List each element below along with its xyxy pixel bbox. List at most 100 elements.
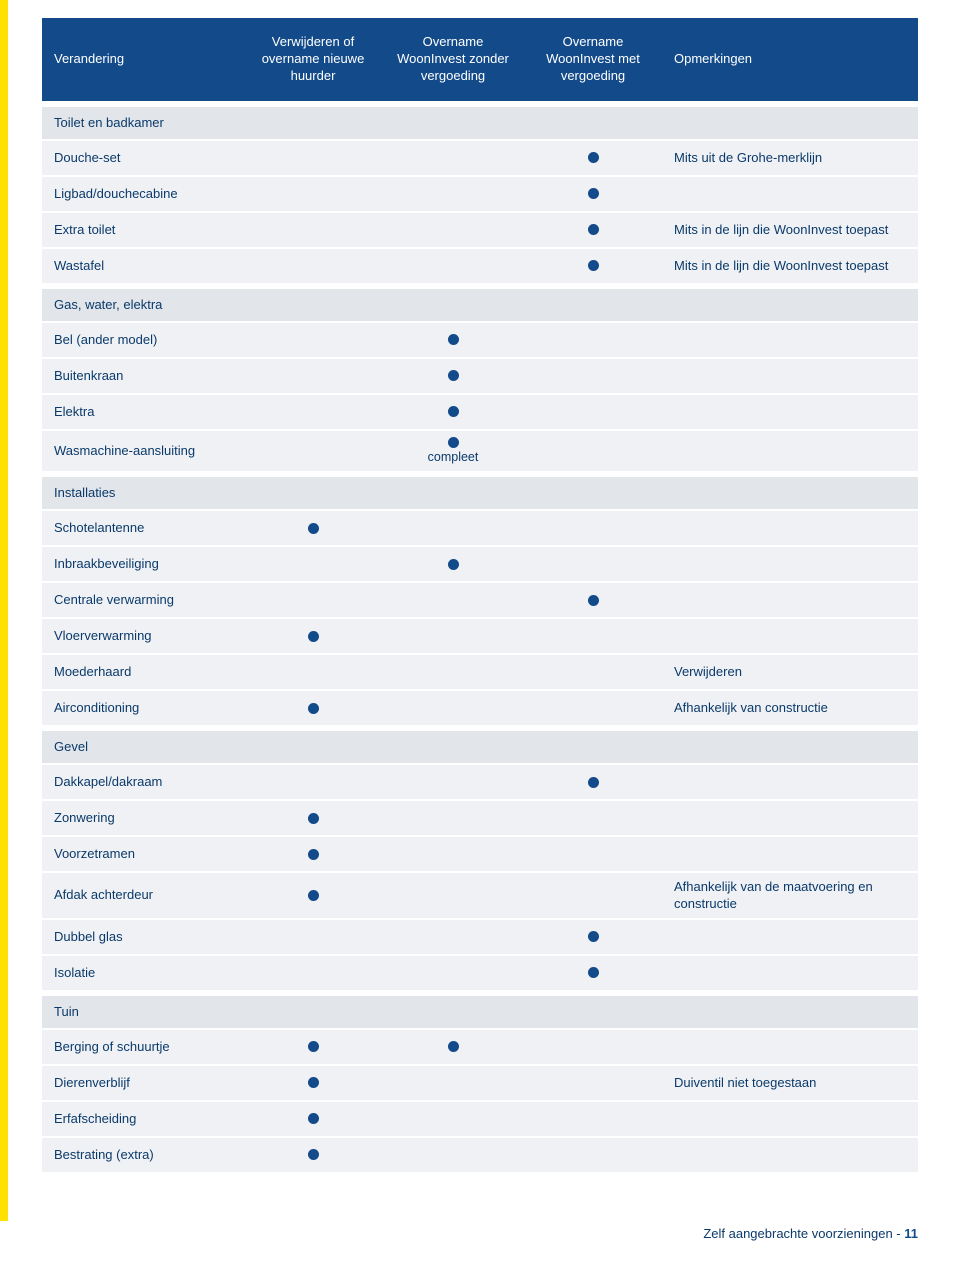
row-label: Bestrating (extra) xyxy=(42,1138,242,1172)
row-col-verwijderen xyxy=(242,1030,382,1064)
row-col-met-vergoeding xyxy=(522,837,662,871)
row-col-zonder-vergoeding xyxy=(382,655,522,689)
row-note: Duiventil niet toegestaan xyxy=(662,1066,918,1100)
row-label: Vloerverwarming xyxy=(42,619,242,653)
row-col-met-vergoeding xyxy=(522,619,662,653)
row-col-zonder-vergoeding xyxy=(382,583,522,617)
table-row: Schotelantenne xyxy=(42,509,918,545)
row-note xyxy=(662,177,918,211)
row-col-zonder-vergoeding xyxy=(382,873,522,918)
table-row: Erfafscheiding xyxy=(42,1100,918,1136)
section-empty xyxy=(522,996,662,1028)
table-row: MoederhaardVerwijderen xyxy=(42,653,918,689)
row-note xyxy=(662,1138,918,1172)
row-col-met-vergoeding xyxy=(522,511,662,545)
row-note xyxy=(662,956,918,990)
table-row: Buitenkraan xyxy=(42,357,918,393)
row-note: Afhankelijk van constructie xyxy=(662,691,918,725)
section-empty xyxy=(242,996,382,1028)
page-footer: Zelf aangebrachte voorzieningen - 11 xyxy=(42,1226,918,1241)
table-row: Afdak achterdeurAfhankelijk van de maatv… xyxy=(42,871,918,918)
row-note xyxy=(662,765,918,799)
row-label: Dakkapel/dakraam xyxy=(42,765,242,799)
table-row: Bel (ander model) xyxy=(42,321,918,357)
row-col-verwijderen xyxy=(242,511,382,545)
section-empty xyxy=(662,996,918,1028)
row-col-verwijderen xyxy=(242,249,382,283)
row-col-met-vergoeding xyxy=(522,359,662,393)
row-col-verwijderen xyxy=(242,547,382,581)
section-empty xyxy=(382,731,522,763)
row-col-verwijderen xyxy=(242,920,382,954)
row-col-verwijderen xyxy=(242,873,382,918)
row-label: Dubbel glas xyxy=(42,920,242,954)
row-label: Buitenkraan xyxy=(42,359,242,393)
row-col-met-vergoeding xyxy=(522,1138,662,1172)
row-label: Centrale verwarming xyxy=(42,583,242,617)
header-col-zonder-vergoeding: Overname WoonInvest zonder vergoeding xyxy=(382,18,522,101)
row-label: Inbraakbeveiliging xyxy=(42,547,242,581)
section-header-row: Gas, water, elektra xyxy=(42,289,918,321)
row-note: Verwijderen xyxy=(662,655,918,689)
row-note xyxy=(662,511,918,545)
row-col-zonder-vergoeding xyxy=(382,837,522,871)
row-label: Extra toilet xyxy=(42,213,242,247)
table-header-row: Verandering Verwijderen of overname nieu… xyxy=(42,18,918,101)
section-empty xyxy=(382,289,522,321)
row-note xyxy=(662,547,918,581)
row-label: Wasmachine-aansluiting xyxy=(42,431,242,472)
row-col-met-vergoeding xyxy=(522,431,662,472)
header-col-met-vergoeding: Overname WoonInvest met vergoeding xyxy=(522,18,662,101)
section-title: Installaties xyxy=(42,477,242,509)
row-label: Berging of schuurtje xyxy=(42,1030,242,1064)
header-col-verandering: Verandering xyxy=(42,18,242,101)
section-empty xyxy=(382,107,522,139)
section-empty xyxy=(522,107,662,139)
row-col-zonder-vergoeding xyxy=(382,920,522,954)
row-col-met-vergoeding xyxy=(522,1102,662,1136)
row-note xyxy=(662,837,918,871)
row-col-verwijderen xyxy=(242,691,382,725)
row-col-zonder-vergoeding xyxy=(382,359,522,393)
row-col-verwijderen xyxy=(242,837,382,871)
table-row: Isolatie xyxy=(42,954,918,990)
row-col-zonder-vergoeding xyxy=(382,323,522,357)
row-col-verwijderen xyxy=(242,583,382,617)
row-col-zonder-vergoeding xyxy=(382,619,522,653)
header-col-verwijderen: Verwijderen of overname nieuwe huurder xyxy=(242,18,382,101)
section-empty xyxy=(662,477,918,509)
row-col-verwijderen xyxy=(242,956,382,990)
row-col-verwijderen xyxy=(242,1138,382,1172)
table-row: Zonwering xyxy=(42,799,918,835)
row-label: Schotelantenne xyxy=(42,511,242,545)
row-col-verwijderen xyxy=(242,141,382,175)
table-row: Ligbad/douchecabine xyxy=(42,175,918,211)
row-col-met-vergoeding xyxy=(522,213,662,247)
section-header-row: Toilet en badkamer xyxy=(42,107,918,139)
row-note xyxy=(662,1030,918,1064)
row-col-verwijderen xyxy=(242,177,382,211)
row-col-verwijderen xyxy=(242,213,382,247)
row-col-verwijderen xyxy=(242,801,382,835)
footer-text: Zelf aangebrachte voorzieningen - xyxy=(703,1226,900,1241)
row-col-zonder-vergoeding xyxy=(382,249,522,283)
table-row: Centrale verwarming xyxy=(42,581,918,617)
row-col-verwijderen xyxy=(242,1102,382,1136)
footer-page-number: 11 xyxy=(904,1226,918,1241)
row-note xyxy=(662,323,918,357)
row-col-met-vergoeding xyxy=(522,765,662,799)
row-label: Dierenverblijf xyxy=(42,1066,242,1100)
section-empty xyxy=(242,107,382,139)
row-col-met-vergoeding xyxy=(522,1030,662,1064)
table-row: Dubbel glas xyxy=(42,918,918,954)
row-note xyxy=(662,801,918,835)
row-col-verwijderen xyxy=(242,431,382,472)
section-empty xyxy=(662,289,918,321)
row-label: Airconditioning xyxy=(42,691,242,725)
row-col-verwijderen xyxy=(242,395,382,429)
row-col-met-vergoeding xyxy=(522,249,662,283)
row-col-met-vergoeding xyxy=(522,1066,662,1100)
row-col-met-vergoeding xyxy=(522,583,662,617)
row-col-zonder-vergoeding xyxy=(382,691,522,725)
row-label: Erfafscheiding xyxy=(42,1102,242,1136)
